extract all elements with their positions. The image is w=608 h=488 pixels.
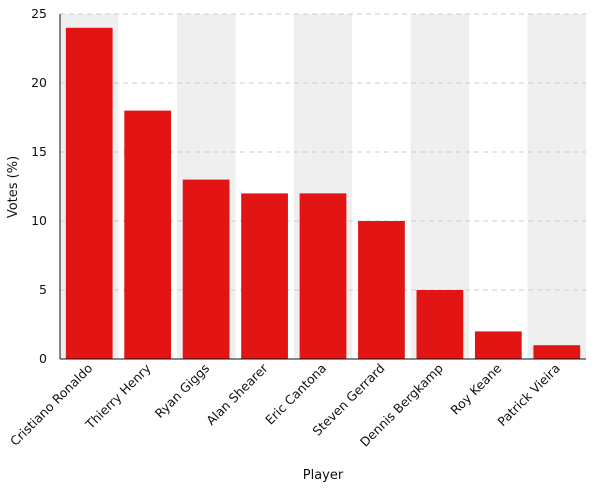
bar xyxy=(124,110,172,359)
bars xyxy=(65,27,581,360)
y-tick-label: 0 xyxy=(39,351,47,366)
bar xyxy=(533,345,581,359)
bar xyxy=(299,193,347,359)
bar xyxy=(416,290,464,359)
y-axis-label: Votes (%) xyxy=(6,156,21,218)
y-tick-label: 20 xyxy=(31,75,47,90)
axes xyxy=(59,14,586,360)
x-tick-label: Roy Keane xyxy=(447,360,504,417)
x-tick-label: Alan Shearer xyxy=(203,360,271,428)
bar xyxy=(65,27,113,360)
x-tick-label: Ryan Giggs xyxy=(152,361,212,421)
y-tick-label: 5 xyxy=(39,282,47,297)
x-tick-label: Cristiano Ronaldo xyxy=(7,361,95,449)
y-tick-labels: 0 5 10 15 20 25 xyxy=(31,6,47,366)
bar xyxy=(241,193,288,359)
bar xyxy=(182,179,230,359)
x-axis-label: Player xyxy=(303,468,344,483)
band xyxy=(527,14,586,359)
bar xyxy=(474,331,522,359)
y-tick-label: 15 xyxy=(31,144,47,159)
y-tick-label: 25 xyxy=(31,6,47,21)
x-tick-label: Patrick Vieira xyxy=(494,361,563,430)
bar xyxy=(358,221,405,359)
y-tick-label: 10 xyxy=(31,213,47,228)
